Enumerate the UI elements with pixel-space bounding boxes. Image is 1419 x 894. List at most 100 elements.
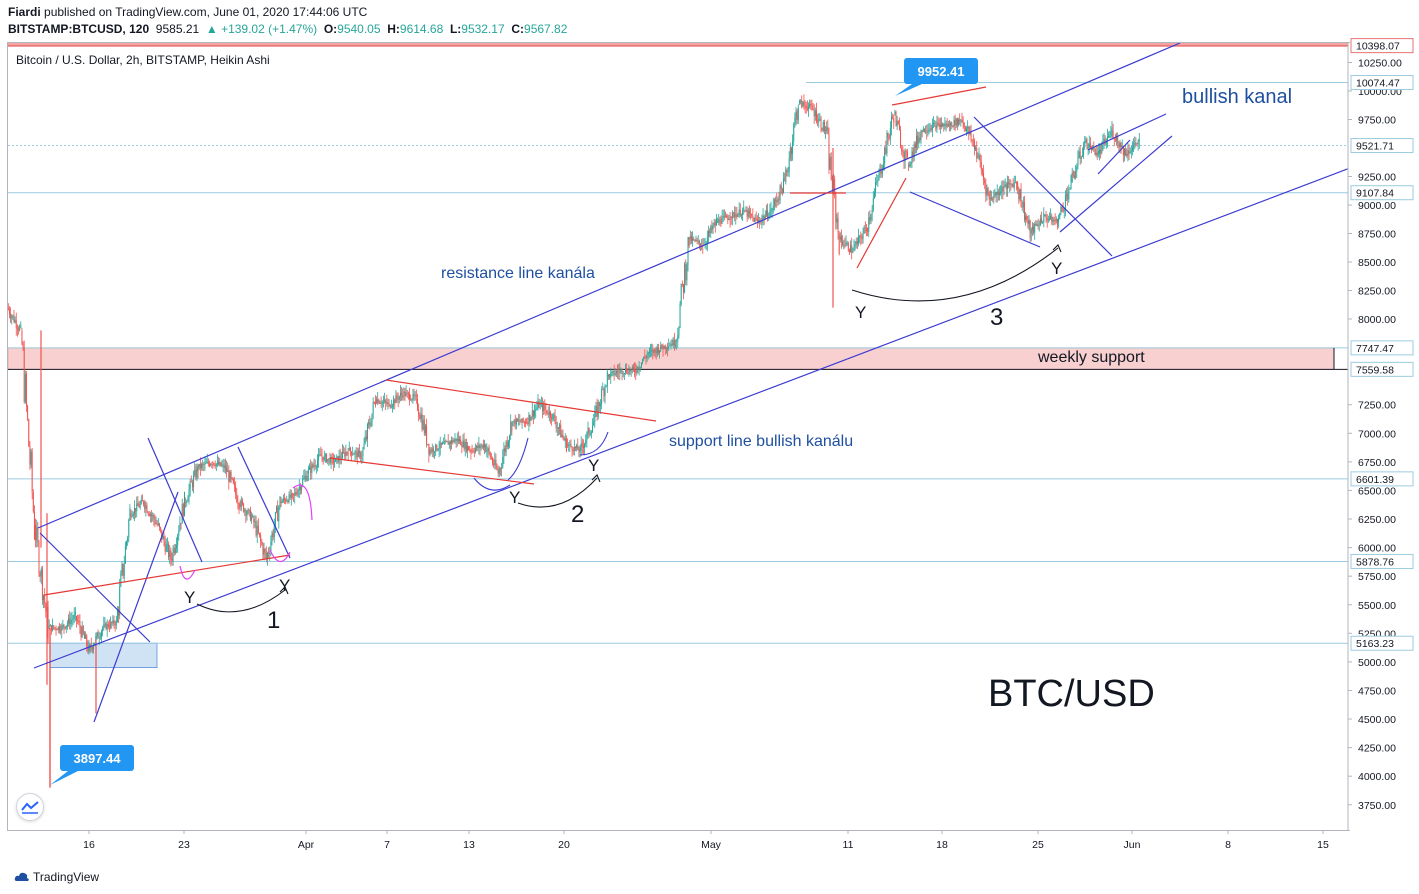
- candle-body: [373, 401, 375, 403]
- annotation-letter: Y: [855, 303, 866, 322]
- candle-body: [555, 422, 557, 429]
- chart-frame[interactable]: [7, 42, 1350, 831]
- candle-body: [443, 442, 445, 444]
- candle-body: [829, 156, 831, 170]
- candle-body: [578, 450, 580, 452]
- symbol-line: BITSTAMP:BTCUSD, 120 9585.21 ▲ +139.02 (…: [8, 22, 567, 36]
- candle-body: [632, 367, 634, 369]
- candle-body: [179, 523, 181, 531]
- candle-body: [918, 137, 920, 144]
- candle-body: [111, 622, 113, 624]
- candle-body: [451, 439, 453, 444]
- candle-body: [91, 647, 93, 650]
- candle-body: [33, 511, 35, 540]
- candle-body: [241, 500, 243, 504]
- candle-body: [732, 212, 734, 214]
- candle-body: [1002, 186, 1004, 192]
- candle-body: [246, 513, 248, 516]
- candle-body: [1105, 141, 1107, 145]
- price-axis[interactable]: 10250.0010000.009750.009250.009000.00875…: [1347, 38, 1419, 830]
- candle-body: [99, 636, 101, 638]
- candle-body: [201, 464, 203, 468]
- candle-body: [663, 345, 665, 350]
- tradingview-logo[interactable]: TradingView: [14, 870, 99, 884]
- candle-body: [1103, 138, 1105, 142]
- candle-body: [210, 464, 212, 466]
- candle-body: [895, 111, 897, 127]
- candle-body: [879, 164, 881, 171]
- callouts-layer: 9952.41 3897.44: [50, 58, 978, 785]
- candle-body: [123, 563, 125, 577]
- candle-body: [171, 559, 173, 561]
- candle-body: [326, 454, 328, 462]
- price-tick-label: 6250.00: [1358, 514, 1396, 526]
- candle-body: [257, 525, 259, 533]
- candle-body: [190, 481, 192, 483]
- candle-body: [547, 413, 549, 416]
- candle-body: [389, 404, 391, 408]
- candle-body: [370, 425, 372, 427]
- time-axis[interactable]: 16 23 Apr 7 13 20 May 11 18 25 Jun 8 15: [8, 830, 1348, 859]
- candle-body: [518, 420, 520, 422]
- candle-body: [1014, 182, 1016, 184]
- time-tick-label: 11: [843, 839, 854, 851]
- candle-body: [494, 459, 496, 466]
- candle-body: [464, 442, 466, 449]
- candle-body: [469, 450, 471, 451]
- candle-body: [83, 633, 85, 639]
- candle-body: [165, 544, 167, 552]
- candle-body: [1080, 156, 1082, 159]
- candle-body: [937, 122, 939, 124]
- price-tick-label: 5500.00: [1358, 600, 1396, 612]
- candle-body: [977, 157, 979, 159]
- candle-body: [589, 433, 591, 435]
- candle-body: [601, 389, 603, 405]
- candle-body: [677, 335, 679, 341]
- candle-body: [138, 506, 140, 508]
- candle-body: [738, 209, 740, 214]
- candle-body: [45, 603, 47, 612]
- candle-body: [1079, 151, 1081, 159]
- candle-body: [1027, 220, 1029, 225]
- candle-body: [860, 235, 862, 239]
- candle-body: [340, 458, 342, 460]
- candle-body: [221, 465, 223, 466]
- candle-body: [449, 441, 451, 444]
- candle-body: [519, 420, 521, 422]
- candle-body: [331, 457, 333, 459]
- candle-body: [576, 445, 578, 449]
- candle-body: [120, 573, 122, 587]
- candle-body: [973, 141, 975, 150]
- candle-body: [735, 214, 737, 217]
- candle-body: [211, 464, 213, 465]
- candle-body: [1064, 194, 1066, 209]
- zones-layer: [8, 43, 1348, 669]
- annotation-text-layer: resistance line kanála support line bulli…: [184, 86, 1292, 715]
- candle-body: [867, 227, 869, 232]
- candle-body: [917, 135, 919, 144]
- arc-arrow-3: [851, 247, 1059, 302]
- candle-body: [885, 147, 887, 154]
- author-name[interactable]: Fiardi: [8, 5, 41, 19]
- candle-body: [255, 521, 257, 536]
- descending-line: [39, 532, 151, 643]
- candle-body: [380, 403, 382, 404]
- candle-body: [682, 284, 684, 293]
- candle-body: [281, 501, 283, 503]
- candle-body: [1126, 153, 1128, 156]
- candle-body: [815, 110, 817, 122]
- candle-body: [568, 445, 570, 446]
- candle-body: [61, 625, 63, 631]
- candle-body: [595, 405, 597, 411]
- candle-body: [197, 466, 199, 472]
- candle-body: [954, 119, 956, 126]
- annotation-pair: BTC/USD: [988, 673, 1155, 715]
- candle-body: [718, 219, 720, 223]
- candle-body: [387, 402, 389, 404]
- candle-body: [713, 222, 715, 226]
- candle-body: [482, 444, 484, 448]
- candle-body: [785, 169, 787, 183]
- candle-body: [987, 188, 989, 193]
- candle-body: [1061, 206, 1063, 209]
